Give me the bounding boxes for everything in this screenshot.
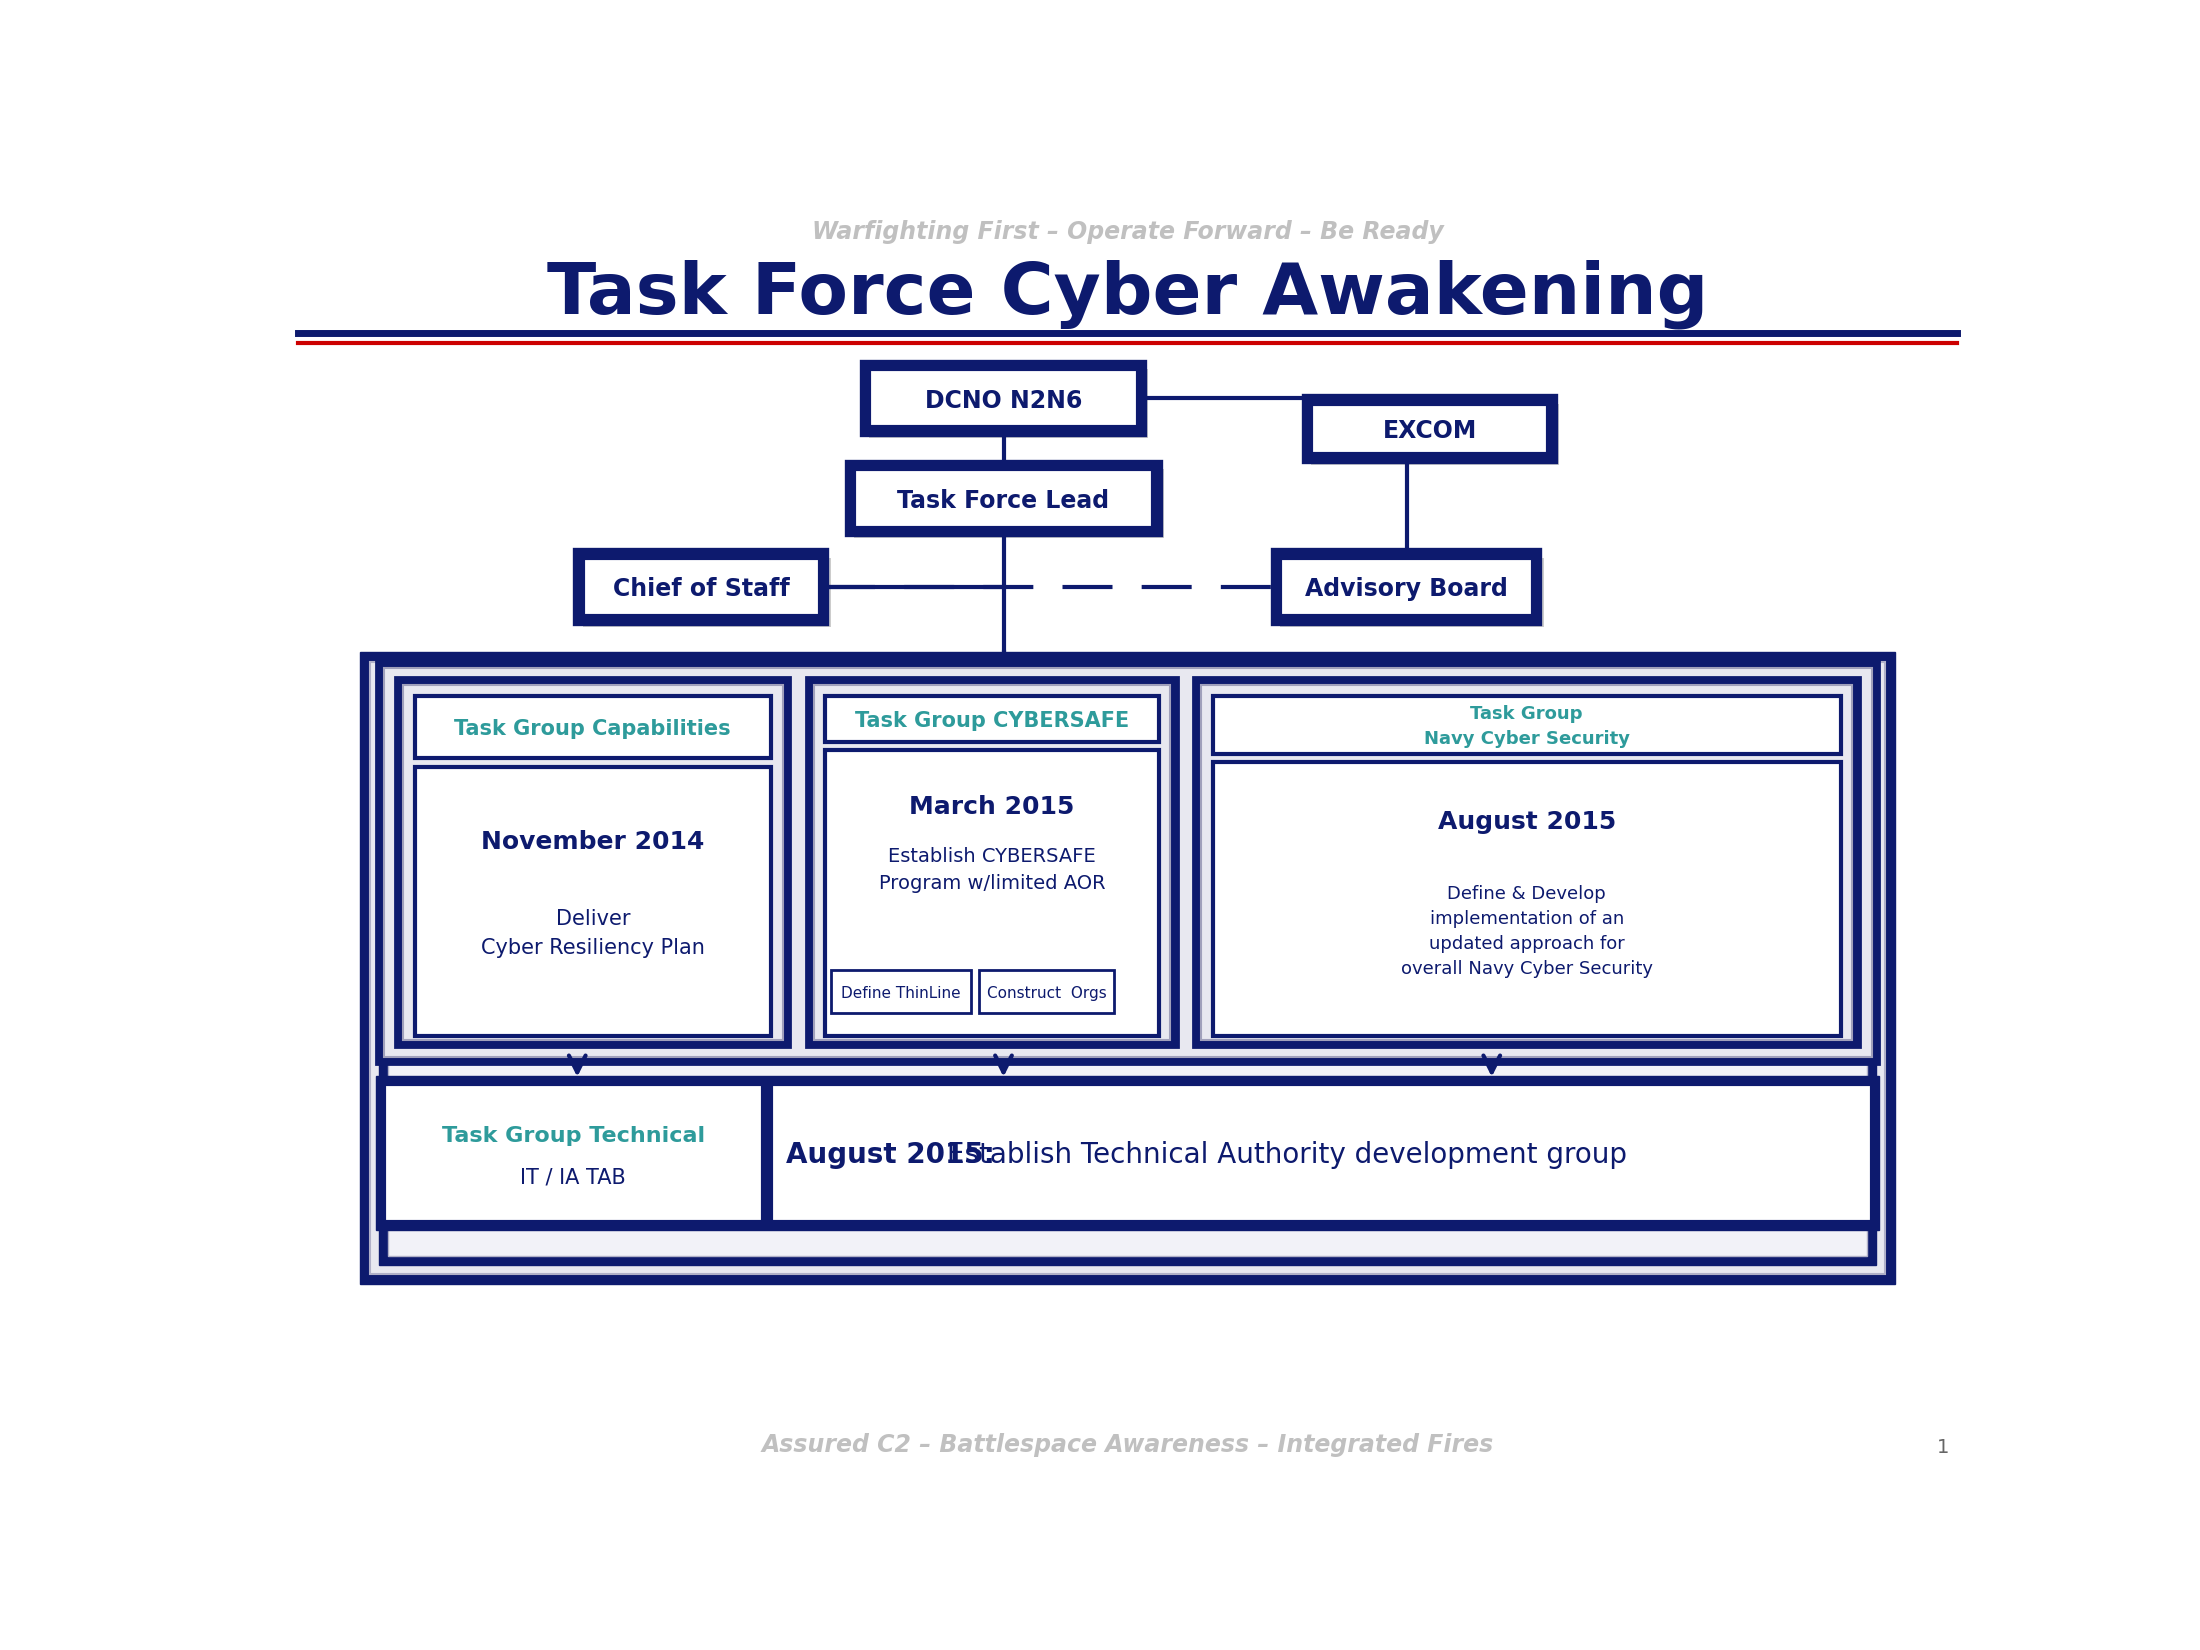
- Text: IT / IA TAB: IT / IA TAB: [521, 1168, 627, 1188]
- Bar: [414, 767, 770, 1036]
- Bar: [1212, 696, 1841, 754]
- Bar: [583, 558, 821, 615]
- Text: Task Group CYBERSAFE: Task Group CYBERSAFE: [856, 711, 1129, 731]
- Text: Establish CYBERSAFE
Program w/limited AOR: Establish CYBERSAFE Program w/limited AO…: [878, 848, 1104, 893]
- Text: Task Force Cyber Awakening: Task Force Cyber Awakening: [548, 259, 1707, 328]
- Bar: [1212, 762, 1841, 1036]
- Text: August 2015:: August 2015:: [788, 1142, 994, 1170]
- Bar: [1280, 558, 1533, 615]
- Bar: [1201, 685, 1852, 1040]
- Bar: [805, 676, 1177, 1048]
- Bar: [832, 970, 970, 1013]
- Text: DCNO N2N6: DCNO N2N6: [924, 389, 1082, 412]
- Text: November 2014: November 2014: [482, 830, 704, 855]
- Bar: [869, 370, 1137, 427]
- Bar: [414, 696, 770, 757]
- Text: EXCOM: EXCOM: [1382, 419, 1476, 444]
- Bar: [1280, 558, 1544, 627]
- Text: August 2015: August 2015: [1437, 810, 1615, 833]
- Text: 1: 1: [1936, 1437, 1949, 1457]
- Text: Task Group Technical: Task Group Technical: [442, 1127, 704, 1147]
- Bar: [770, 1084, 1872, 1223]
- Bar: [378, 672, 1877, 1266]
- Bar: [396, 676, 790, 1048]
- Bar: [1274, 553, 1538, 622]
- Bar: [849, 464, 1159, 533]
- Bar: [403, 685, 783, 1040]
- Bar: [376, 1076, 1879, 1229]
- Text: Define & Develop
implementation of an
updated approach for
overall Navy Cyber Se: Define & Develop implementation of an up…: [1401, 884, 1652, 978]
- Text: Construct  Orgs: Construct Orgs: [986, 985, 1107, 1000]
- Bar: [361, 652, 1894, 1284]
- Bar: [814, 685, 1170, 1040]
- Text: March 2015: March 2015: [909, 795, 1074, 818]
- Bar: [383, 1084, 763, 1223]
- Bar: [376, 660, 1879, 1064]
- Text: Task Group
Navy Cyber Security: Task Group Navy Cyber Security: [1423, 705, 1630, 747]
- Text: Warfighting First – Operate Forward – Be Ready: Warfighting First – Operate Forward – Be…: [812, 219, 1443, 244]
- Bar: [576, 553, 825, 622]
- Bar: [979, 970, 1115, 1013]
- Text: Chief of Staff: Chief of Staff: [614, 578, 790, 601]
- Bar: [1311, 404, 1560, 465]
- Text: Establish Technical Authority development group: Establish Technical Authority developmen…: [937, 1142, 1626, 1170]
- Text: Task Force Lead: Task Force Lead: [898, 488, 1109, 513]
- Text: Task Group Capabilities: Task Group Capabilities: [455, 719, 730, 739]
- Bar: [383, 668, 1872, 1056]
- Bar: [854, 469, 1164, 538]
- Text: Assured C2 – Battlespace Awareness – Integrated Fires: Assured C2 – Battlespace Awareness – Int…: [761, 1434, 1494, 1457]
- Bar: [854, 469, 1153, 528]
- Bar: [825, 696, 1159, 742]
- Bar: [1307, 398, 1553, 460]
- Bar: [825, 751, 1159, 1036]
- Bar: [1192, 676, 1859, 1048]
- Bar: [869, 370, 1148, 439]
- Bar: [370, 662, 1885, 1274]
- Bar: [1311, 404, 1549, 454]
- Text: Deliver
Cyber Resiliency Plan: Deliver Cyber Resiliency Plan: [482, 909, 704, 959]
- Text: Advisory Board: Advisory Board: [1305, 578, 1507, 601]
- Bar: [865, 363, 1144, 432]
- Bar: [387, 680, 1868, 1256]
- Bar: [583, 558, 832, 627]
- Text: Define ThinLine: Define ThinLine: [840, 985, 961, 1000]
